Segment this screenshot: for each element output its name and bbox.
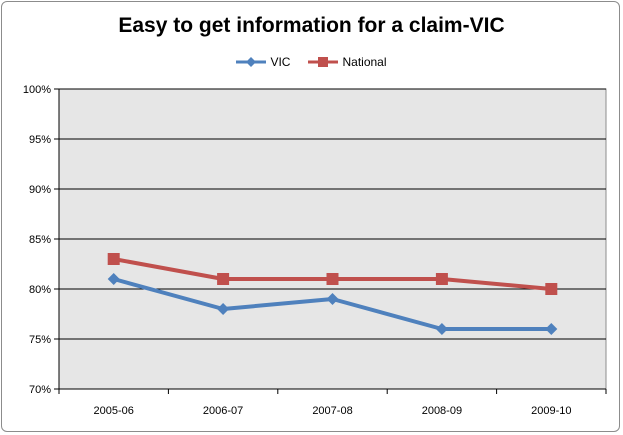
data-point-vic [326, 293, 339, 305]
y-tick-label: 80% [29, 284, 51, 296]
data-point-vic [217, 303, 230, 315]
data-point-national [326, 273, 339, 285]
x-tick-label: 2006-07 [203, 405, 243, 417]
y-tick-label: 75% [29, 334, 51, 346]
y-tick-label: 90% [29, 184, 51, 196]
data-point-national [545, 283, 558, 295]
data-point-national [217, 273, 230, 285]
legend-swatch-vic [236, 57, 267, 67]
y-tick-label: 100% [23, 84, 51, 96]
data-point-vic [107, 273, 120, 285]
legend-item-national: National [308, 55, 387, 69]
legend-swatch-national [308, 57, 339, 67]
y-tick-label: 70% [29, 384, 51, 396]
legend-item-vic: VIC [236, 55, 290, 69]
x-tick-label: 2005-06 [94, 405, 134, 417]
data-point-vic [435, 323, 448, 335]
x-tick-label: 2008-09 [422, 405, 462, 417]
legend-label-national: National [342, 55, 387, 69]
y-tick-label: 85% [29, 234, 51, 246]
x-tick-label: 2009-10 [531, 405, 571, 417]
data-point-national [107, 253, 120, 265]
data-point-national [435, 273, 448, 285]
legend: VIC National [0, 55, 623, 69]
y-tick-label: 95% [29, 134, 51, 146]
legend-label-vic: VIC [270, 55, 291, 69]
chart-title: Easy to get information for a claim-VIC [118, 14, 505, 37]
x-tick-label: 2007-08 [312, 405, 352, 417]
data-point-vic [545, 323, 558, 335]
